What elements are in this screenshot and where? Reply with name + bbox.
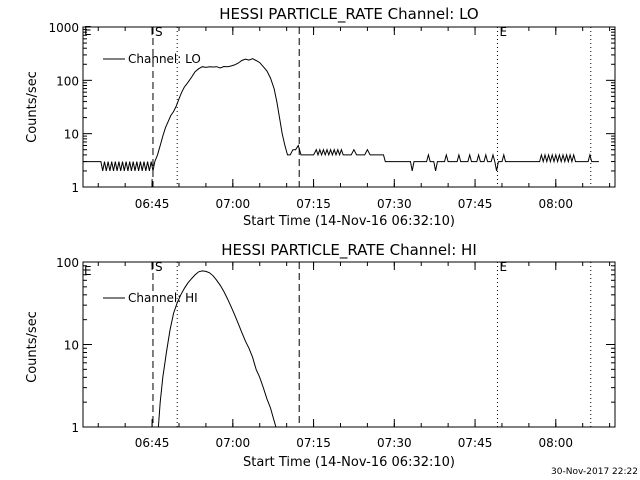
legend-label-lo: Channel: LO (128, 52, 201, 66)
xtick-label-lo-2: 07:15 (296, 197, 331, 211)
legend-hi: Channel: HI (103, 291, 198, 305)
chart-title-lo: HESSI PARTICLE_RATE Channel: LO (219, 5, 478, 24)
series-line-lo (83, 58, 599, 171)
marker-label-lo-3: E (499, 25, 507, 39)
edge-label-lo: E (84, 24, 92, 38)
ytick-label-lo-2: 100 (56, 74, 79, 88)
xtick-label-lo-4: 07:45 (458, 197, 493, 211)
ytick-label-hi-1: 10 (64, 339, 79, 353)
panel-hi: HESSI PARTICLE_RATE Channel: HI Counts/s… (25, 241, 616, 470)
chart-title-hi: HESSI PARTICLE_RATE Channel: HI (221, 241, 477, 260)
ytick-label-lo-3: 1000 (48, 21, 79, 35)
ytick-label-lo-1: 10 (64, 128, 79, 142)
xtick-label-lo-1: 07:00 (216, 197, 251, 211)
legend-lo: Channel: LO (103, 52, 201, 66)
plot-frame-hi (82, 261, 616, 428)
axis-ticks-hi: 06:45 07:00 07:15 07:30 07:45 08:00 1 10 100 (56, 256, 615, 450)
ylabel-lo: Counts/sec (25, 71, 40, 143)
series-line-hi (157, 270, 277, 428)
xtick-label-hi-0: 06:45 (135, 436, 170, 450)
xtick-label-lo-3: 07:30 (377, 197, 412, 211)
ytick-label-lo-0: 1 (71, 181, 79, 195)
marker-label-lo-0: S (155, 25, 163, 39)
ylabel-hi: Counts/sec (25, 311, 40, 383)
xtick-label-hi-5: 08:00 (538, 436, 573, 450)
ytick-label-hi-0: 1 (71, 421, 79, 435)
axis-ticks-lo: 06:45 07:00 07:15 07:30 07:45 08:00 1 10 100 1000 (48, 21, 615, 211)
xtick-label-hi-1: 07:00 (216, 436, 251, 450)
xlabel-hi: Start Time (14-Nov-16 06:32:10) (243, 455, 455, 470)
xtick-label-hi-4: 07:45 (458, 436, 493, 450)
marker-label-hi-3: E (499, 260, 507, 274)
xtick-label-hi-3: 07:30 (377, 436, 412, 450)
marker-label-hi-0: S (155, 260, 163, 274)
legend-label-hi: Channel: HI (128, 291, 198, 305)
xtick-label-lo-0: 06:45 (135, 197, 170, 211)
xlabel-lo: Start Time (14-Nov-16 06:32:10) (243, 214, 455, 229)
ytick-label-hi-2: 100 (56, 256, 79, 270)
plot-frame-lo (82, 26, 616, 188)
xtick-label-hi-2: 07:15 (296, 436, 331, 450)
panel-lo: HESSI PARTICLE_RATE Channel: LO Counts/s… (25, 5, 616, 229)
xtick-label-lo-5: 08:00 (538, 197, 573, 211)
edge-label-hi: E (84, 264, 92, 278)
footer-timestamp: 30-Nov-2017 22:22 (551, 467, 638, 477)
